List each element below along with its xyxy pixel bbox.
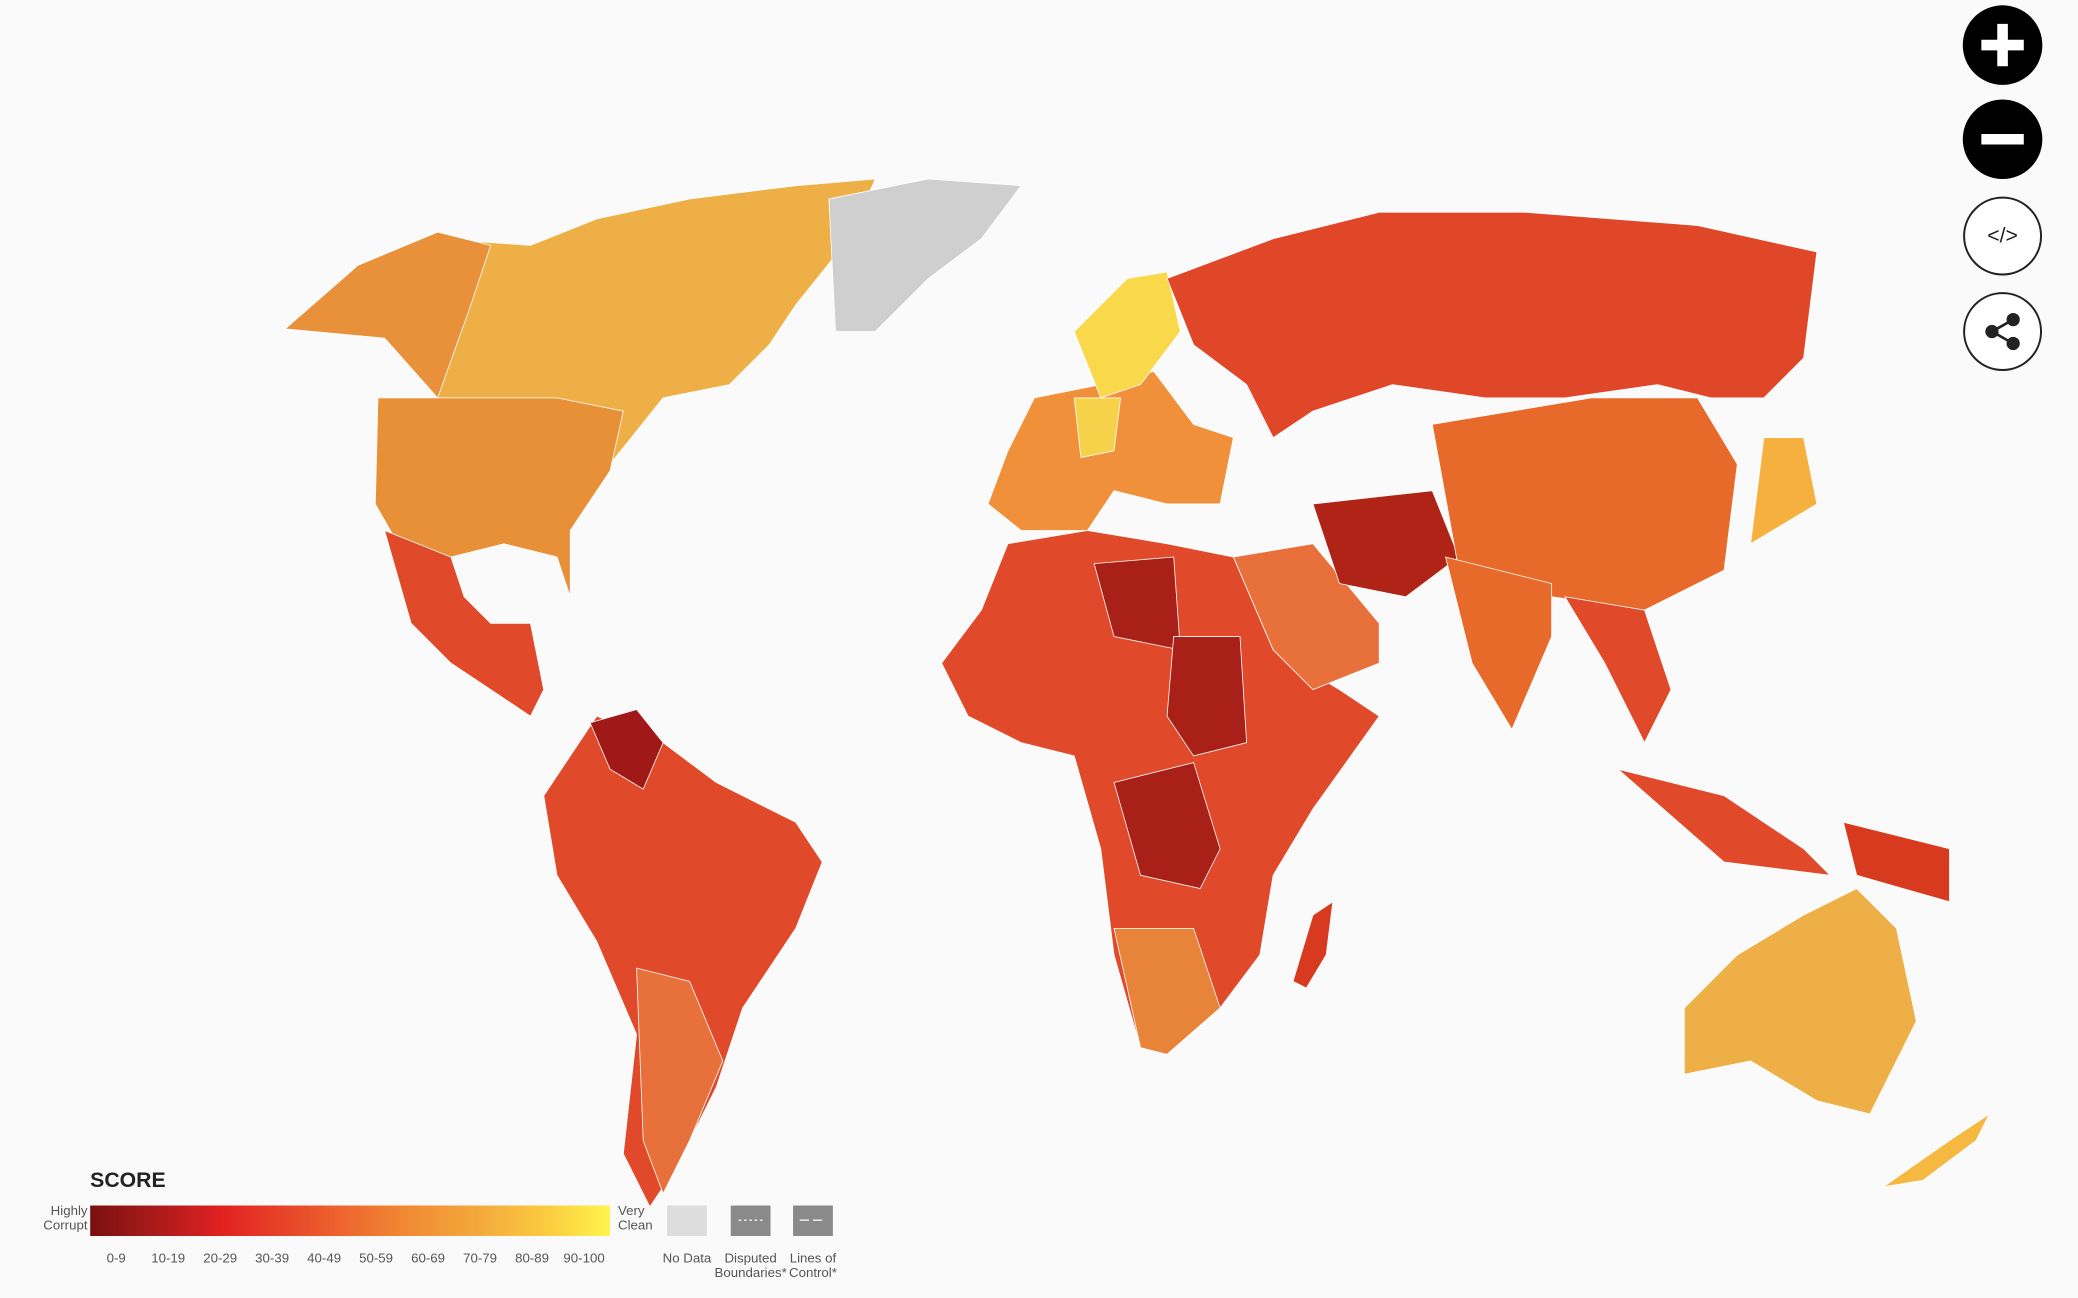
countries (284, 178, 1991, 1208)
embed-label: </> (1987, 225, 2018, 248)
legend-extra-label: Lines of Control* (788, 1251, 837, 1282)
no-data-swatch (667, 1205, 707, 1237)
legend-bin-label: 0-9 (106, 1251, 126, 1267)
low-label: Highly Corrupt (43, 1204, 88, 1234)
legend-bin-label: 10-19 (151, 1251, 186, 1267)
legend-bin-label: 70-79 (463, 1251, 498, 1267)
zoom-in-icon (1981, 23, 2024, 67)
embed-button[interactable] (1963, 196, 2043, 276)
share-button[interactable] (1963, 292, 2043, 372)
legend-bin-label: 30-39 (255, 1251, 290, 1267)
legend-bin-label: 50-59 (359, 1251, 394, 1267)
share-icon (1985, 312, 2020, 351)
legend-bin-label: 80-89 (515, 1251, 550, 1267)
legend-extra-label: No Data (662, 1251, 712, 1267)
legend-bin-label: 40-49 (307, 1251, 342, 1267)
legend-extra-label: Disputed Boundaries* (714, 1251, 787, 1282)
legend-graphics (90, 1205, 833, 1237)
map-controls: </> (1962, 5, 2043, 372)
legend-bin-label: 90-100 (563, 1251, 605, 1267)
score-scale (90, 1205, 611, 1237)
high-label: Very Clean (618, 1204, 653, 1234)
legend-bin-label: 60-69 (411, 1251, 446, 1267)
legend-bin-label: 20-29 (203, 1251, 238, 1267)
legend-title: SCORE (90, 1169, 166, 1193)
